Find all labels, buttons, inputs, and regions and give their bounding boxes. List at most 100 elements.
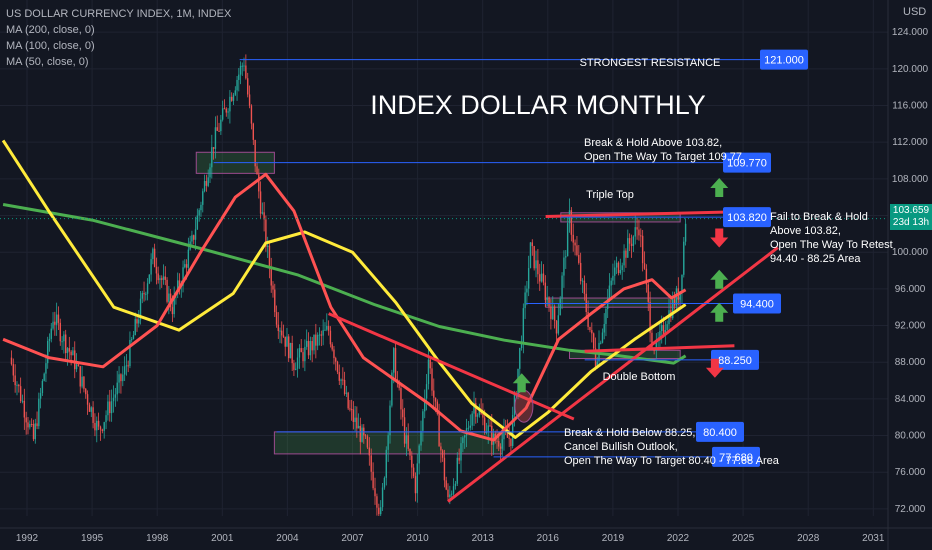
candle-body [254,139,256,167]
candle-body [617,262,620,274]
candle-body [546,297,548,301]
candle-body [436,401,439,414]
candle-body [366,436,369,448]
candle-body [383,477,386,488]
candle-body [103,422,105,431]
candle-body [563,257,565,276]
level-label-box [723,152,771,173]
candle-body [555,320,558,334]
current-price: 103.659 [892,205,930,216]
candle-body [681,274,683,292]
candle-body [16,384,18,386]
candle-body [112,397,115,402]
current-price-badge: 103.659 23d 13h [890,204,932,230]
candle-body [628,238,631,244]
annotation-line: Break & Hold Above 103.82, [584,137,722,149]
candle-body [320,334,323,336]
level-label: 88.250 [718,355,752,367]
candle-body [322,330,324,336]
arrow-up-icon [710,178,729,198]
candle-body [542,273,545,283]
candle-body [627,238,629,258]
x-tick-label: 2016 [537,533,560,544]
candle-body [250,105,253,124]
candle-body [471,413,473,426]
candle-body [110,401,113,414]
candle-body [127,365,129,367]
bar-countdown: 23d 13h [892,217,930,228]
symbol-label[interactable]: US DOLLAR CURRENCY INDEX, 1M, INDEX [6,8,232,20]
candle-body [218,130,220,132]
candle-body [333,349,335,359]
candle-body [241,65,243,67]
ma50-legend[interactable]: MA (50, close, 0) [6,56,89,68]
candle-body [645,268,648,285]
candle-body [581,280,584,282]
candle-body [90,407,92,412]
candle-body [357,425,360,429]
chart-title: INDEX DOLLAR MONTHLY [370,90,706,120]
candle-body [211,147,213,168]
ma100-legend[interactable]: MA (100, close, 0) [6,40,95,52]
candle-body [506,432,509,438]
candle-body [359,425,362,442]
candle-body [522,308,525,345]
candle-body [182,267,184,286]
candle-body [141,293,143,299]
candle-body [282,335,285,337]
candle-body [519,348,521,369]
candle-body [162,276,165,280]
candle-body [52,321,54,329]
candle-body [114,394,117,398]
candle-body [47,340,49,364]
candle-body [45,363,47,374]
candle-body [427,359,430,385]
arrow-down-icon [705,358,724,378]
candle-body [48,338,51,341]
candle-body [247,78,249,95]
double-bottom-label: Double Bottom [603,371,676,383]
candle-body [675,288,678,306]
candle-body [107,401,109,416]
candle-body [94,422,96,431]
candle-body [248,94,251,106]
candle-body [300,348,302,353]
candle-body [576,245,578,255]
candle-body [370,455,372,472]
candle-body [38,398,40,427]
level-label-box [712,446,760,467]
candle-body [579,262,582,282]
candle-body [185,264,188,268]
candle-body [482,413,484,418]
candle-body [596,361,598,367]
candle-body [425,384,428,399]
annotation-line: Fail to Break & Hold [770,211,868,223]
level-label: 109.770 [727,158,767,170]
candle-body [476,415,479,417]
grid [0,0,888,516]
candle-body [21,400,24,402]
candle-body [615,262,618,268]
candle-body [376,496,378,508]
candle-body [79,366,81,387]
candle-body [345,392,348,394]
y-tick-label: 112.000 [892,137,928,148]
candle-body [225,108,227,113]
arrow-up-icon [512,373,531,393]
candle-body [414,476,417,494]
candle-body [43,373,45,381]
candle-body [655,341,657,351]
level-label: 77.680 [719,452,753,464]
candle-body [524,292,526,309]
candle-body [291,342,293,364]
candle-body [227,111,229,113]
candle-body [207,177,209,186]
y-tick-label: 124.000 [892,27,929,38]
currency-unit[interactable]: USD [903,6,927,18]
candle-body [662,325,665,335]
ma200-legend[interactable]: MA (200, close, 0) [6,24,95,36]
candle-body [109,401,111,414]
plot-area [0,54,888,516]
candle-body [585,293,587,313]
